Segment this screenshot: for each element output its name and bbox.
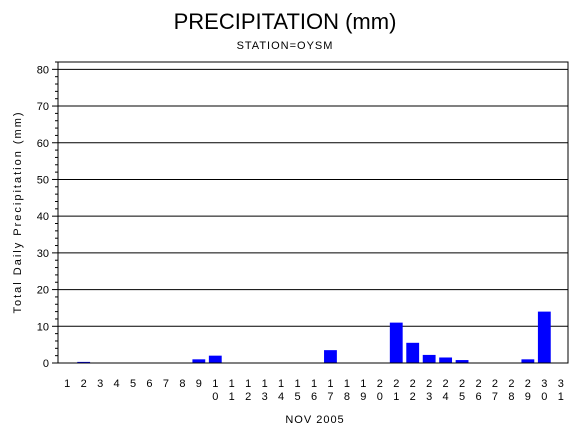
y-axis-label: Total Daily Precipitation (mm)	[12, 110, 24, 313]
x-tick-label: 4	[114, 378, 120, 390]
y-tick-label: 60	[37, 138, 49, 150]
chart-subtitle: STATION=OYSM	[237, 40, 334, 52]
y-tick-label: 80	[37, 64, 49, 76]
y-tick-label: 50	[37, 174, 49, 186]
x-tick-label: 7	[163, 378, 169, 390]
y-tick-label: 70	[37, 101, 49, 113]
x-tick-label: 6	[146, 378, 152, 390]
x-tick-label: 5	[130, 378, 136, 390]
x-tick-label: 3	[97, 378, 103, 390]
bar-day-9	[192, 359, 206, 363]
bar-day-2	[77, 361, 91, 363]
y-tick-label: 40	[37, 211, 49, 223]
bar-day-23	[422, 354, 436, 363]
bar-day-21	[389, 322, 403, 363]
bar-day-25	[455, 360, 469, 363]
bar-day-17	[324, 350, 337, 363]
bar-day-24	[439, 357, 453, 363]
y-tick-label: 0	[43, 358, 49, 370]
x-tick-label: 8	[179, 378, 185, 390]
bar-day-30	[537, 311, 551, 363]
bar-day-10	[208, 355, 222, 363]
x-tick-label: 9	[196, 378, 202, 390]
x-tick-label: 1	[64, 378, 70, 390]
plot-frame	[57, 61, 569, 364]
bar-day-29	[521, 359, 535, 363]
y-tick-label: 30	[37, 248, 49, 260]
chart-title: PRECIPITATION (mm)	[174, 9, 397, 34]
y-tick-label: 10	[37, 321, 49, 333]
x-tick-label: 2	[81, 378, 87, 390]
y-tick-label: 20	[37, 285, 49, 297]
x-axis-label: NOV 2005	[285, 414, 344, 426]
bar-day-22	[406, 342, 420, 363]
